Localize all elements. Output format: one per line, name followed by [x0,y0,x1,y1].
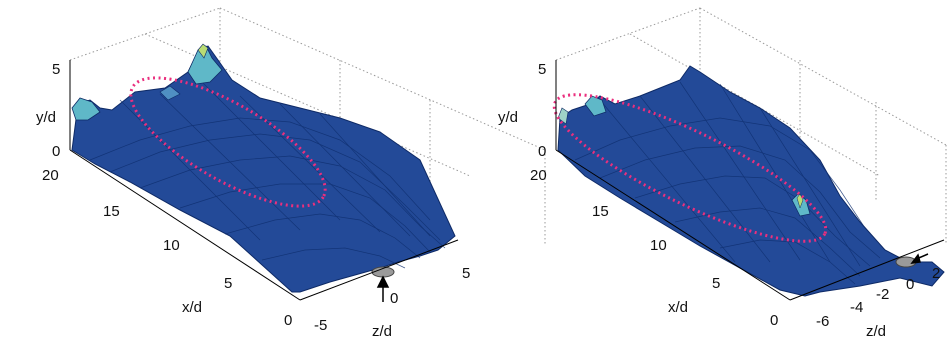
z-tick-left-5: 5 [462,265,470,282]
surface-left [71,45,456,293]
z-tick-right-m6: -6 [816,313,829,330]
jet-arrow-left [376,275,390,302]
z-tick-left-m5: -5 [314,317,327,334]
x-tick-right-0: 0 [770,312,778,329]
surface-right [557,65,945,297]
y-tick-left-5: 5 [52,61,60,78]
z-label-right: z/d [866,323,886,340]
x-tick-left-0: 0 [284,312,292,329]
x-label-right: x/d [668,299,688,316]
z-tick-right-m2: -2 [876,286,889,303]
jet-arrow-right [910,253,929,264]
z-tick-left-0: 0 [390,290,398,307]
x-tick-left-10: 10 [163,237,180,254]
axes-left [69,60,459,301]
x-tick-right-5: 5 [712,275,720,292]
x-label-left: x/d [182,299,202,316]
axes-right [555,60,945,301]
highlight-ellipse-left [129,76,327,208]
x-tick-right-10: 10 [650,237,667,254]
z-tick-right-0: 0 [906,276,914,293]
highlight-ellipse-right [552,93,828,243]
y-tick-left-0: 0 [52,143,60,160]
panel-left: 5 0 y/d 20 15 10 5 0 x/d -5 0 5 z/d [36,7,546,340]
x-tick-left-15: 15 [103,203,120,220]
peaks-right [557,95,811,217]
y-label-left: y/d [36,109,56,126]
y-tick-right-0: 0 [538,143,546,160]
mesh-left [89,79,446,269]
x-tick-left-5: 5 [224,275,232,292]
panel-right: 5 0 y/d 20 15 10 5 0 x/d -6 -4 -2 0 2 z/… [498,7,947,340]
mesh-right [574,81,881,285]
y-tick-right-5: 5 [538,61,546,78]
peaks-left [71,43,223,121]
y-label-right: y/d [498,109,518,126]
x-tick-right-20: 20 [530,167,547,184]
z-label-left: z/d [372,323,392,340]
z-tick-right-m4: -4 [850,299,863,316]
x-tick-right-15: 15 [592,203,609,220]
z-tick-right-2: 2 [932,265,940,282]
x-tick-left-20: 20 [42,167,59,184]
